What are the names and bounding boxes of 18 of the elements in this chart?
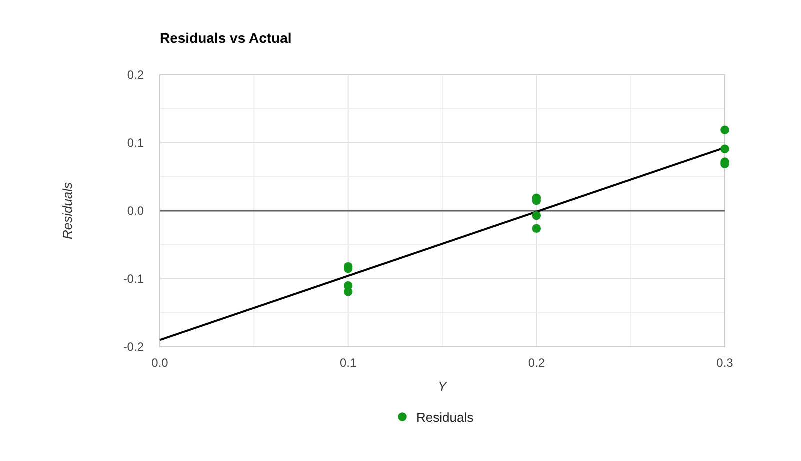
point <box>344 288 353 296</box>
point <box>720 144 730 154</box>
x-axis-title: Y <box>438 379 448 394</box>
x-tick-label: 0.0 <box>152 356 169 370</box>
y-tick-label: -0.1 <box>123 272 144 286</box>
point <box>720 126 730 134</box>
y-tick-label: 0.1 <box>127 136 144 150</box>
legend-label: Residuals <box>416 410 474 425</box>
y-tick-label: -0.2 <box>123 340 144 354</box>
y-tick-label: 0.0 <box>127 204 144 218</box>
x-tick-label: 0.1 <box>340 356 357 370</box>
point <box>532 224 542 234</box>
y-tick-label: 0.2 <box>127 68 144 82</box>
point <box>532 211 542 220</box>
chart-title: Residuals vs Actual <box>160 30 292 46</box>
x-tick-label: 0.3 <box>716 356 734 370</box>
x-tick-label: 0.2 <box>528 356 546 370</box>
y-axis-title: Residuals <box>60 182 75 240</box>
